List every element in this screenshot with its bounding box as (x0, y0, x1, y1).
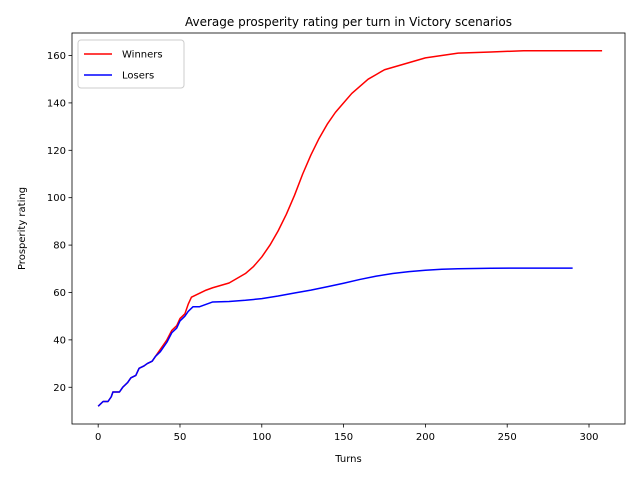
y-tick-label: 120 (47, 146, 66, 157)
x-tick-label: 50 (174, 432, 187, 443)
chart-title: Average prosperity rating per turn in Vi… (185, 15, 512, 29)
x-tick-label: 300 (579, 432, 598, 443)
y-tick-label: 100 (47, 193, 66, 204)
plot-area (97, 50, 603, 407)
y-axis-label: Prosperity rating (17, 187, 28, 270)
x-tick-label: 250 (498, 432, 517, 443)
x-tick-label: 0 (95, 432, 101, 443)
y-tick-label: 80 (53, 241, 66, 252)
x-tick-label: 200 (416, 432, 435, 443)
series-line-winners (97, 50, 603, 407)
axes: 0 50 100 150 200 250 300 20 40 60 80 100 120 140 160 (47, 32, 626, 443)
y-tick-label: 60 (53, 288, 66, 299)
y-tick-label: 40 (53, 335, 66, 346)
x-tick-label: 100 (252, 432, 271, 443)
y-tick-label: 20 (53, 383, 66, 394)
y-tick-label: 140 (47, 98, 66, 109)
x-tick-label: 150 (334, 432, 353, 443)
legend: Winners Losers (77, 39, 185, 89)
x-axis-label: Turns (334, 454, 361, 465)
series-line-losers (97, 267, 573, 407)
y-tick-label: 160 (47, 51, 66, 62)
legend-label-winners: Winners (122, 50, 163, 61)
legend-box (77, 39, 185, 89)
plot-frame (71, 32, 626, 425)
legend-label-losers: Losers (122, 71, 154, 82)
